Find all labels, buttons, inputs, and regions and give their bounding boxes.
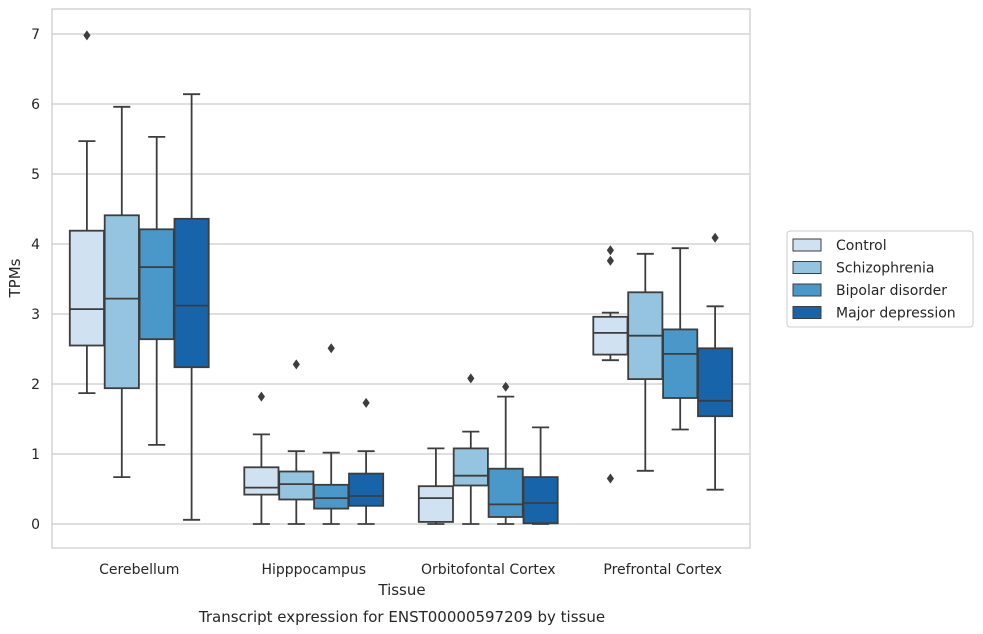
box [522, 476, 559, 525]
box-group [697, 232, 734, 491]
x-axis-title: Tissue [377, 581, 425, 599]
box-group [138, 135, 175, 446]
legend-label: Control [836, 238, 887, 254]
y-tick-label: 7 [31, 27, 40, 43]
legend-swatch [792, 283, 822, 297]
plot-frame [51, 8, 751, 549]
box [278, 470, 315, 501]
box-group [243, 391, 280, 525]
box-group [487, 381, 524, 525]
box-group [627, 252, 664, 472]
legend-swatch [792, 306, 822, 319]
outlier-point [502, 381, 510, 392]
outlier-point [292, 359, 300, 370]
legend-swatch [792, 261, 822, 274]
box [103, 214, 140, 390]
y-tick-label: 5 [31, 167, 40, 183]
outlier-point [257, 391, 265, 402]
outlier-point [606, 255, 614, 266]
legend-swatch [792, 238, 822, 252]
box [417, 485, 454, 523]
box-group [173, 93, 210, 521]
y-tick-label: 1 [31, 447, 40, 463]
y-tick-label: 2 [31, 377, 40, 393]
box [313, 483, 350, 510]
box [173, 217, 210, 369]
y-tick-label: 0 [31, 517, 40, 533]
outlier-point [83, 30, 91, 41]
x-tick-label: Cerebellum [99, 562, 179, 578]
legend-label: Schizophrenia [836, 261, 934, 277]
legend-label: Major depression [836, 306, 956, 322]
box-plots [68, 30, 734, 525]
box [68, 229, 105, 347]
outlier-point [711, 232, 719, 243]
box-group [662, 247, 699, 431]
box [452, 447, 489, 487]
box [662, 328, 699, 399]
outlier-point [606, 245, 614, 256]
box [138, 228, 175, 341]
box-group [592, 245, 629, 484]
x-tick-label: Hipppocampus [261, 562, 366, 578]
box-group [452, 373, 489, 525]
box [592, 315, 629, 356]
legend-frame [786, 230, 974, 328]
box [487, 467, 524, 518]
box-group [522, 426, 559, 525]
outlier-point [327, 343, 335, 354]
box-group [68, 30, 105, 395]
legend: Control Schizophrenia Bipolar disorder Majo… [786, 230, 974, 328]
x-tick-labels: Cerebellum Hipppocampus Orbitofontal Corte… [99, 562, 722, 578]
box [243, 466, 280, 496]
y-tick-labels: 0 1 2 3 4 5 6 7 [31, 27, 40, 533]
y-axis-title: TPMs [6, 258, 24, 298]
box-group [313, 343, 350, 525]
x-tick-label: Orbitofontal Cortex [421, 562, 556, 578]
y-tick-label: 4 [31, 237, 40, 253]
box [697, 347, 734, 418]
outlier-point [467, 373, 475, 384]
x-tick-label: Prefrontal Cortex [603, 562, 722, 578]
chart-caption: Transcript expression for ENST0000059720… [198, 608, 605, 626]
outlier-point [606, 473, 614, 484]
box-group [348, 397, 385, 525]
y-tick-label: 3 [31, 307, 40, 323]
outlier-point [362, 397, 370, 408]
box [348, 472, 385, 507]
legend-label: Bipolar disorder [836, 283, 947, 299]
box-group [103, 105, 140, 479]
y-tick-label: 6 [31, 97, 40, 113]
legend-entries: Control Schizophrenia Bipolar disorder Majo… [792, 238, 956, 322]
box-group [417, 447, 454, 525]
